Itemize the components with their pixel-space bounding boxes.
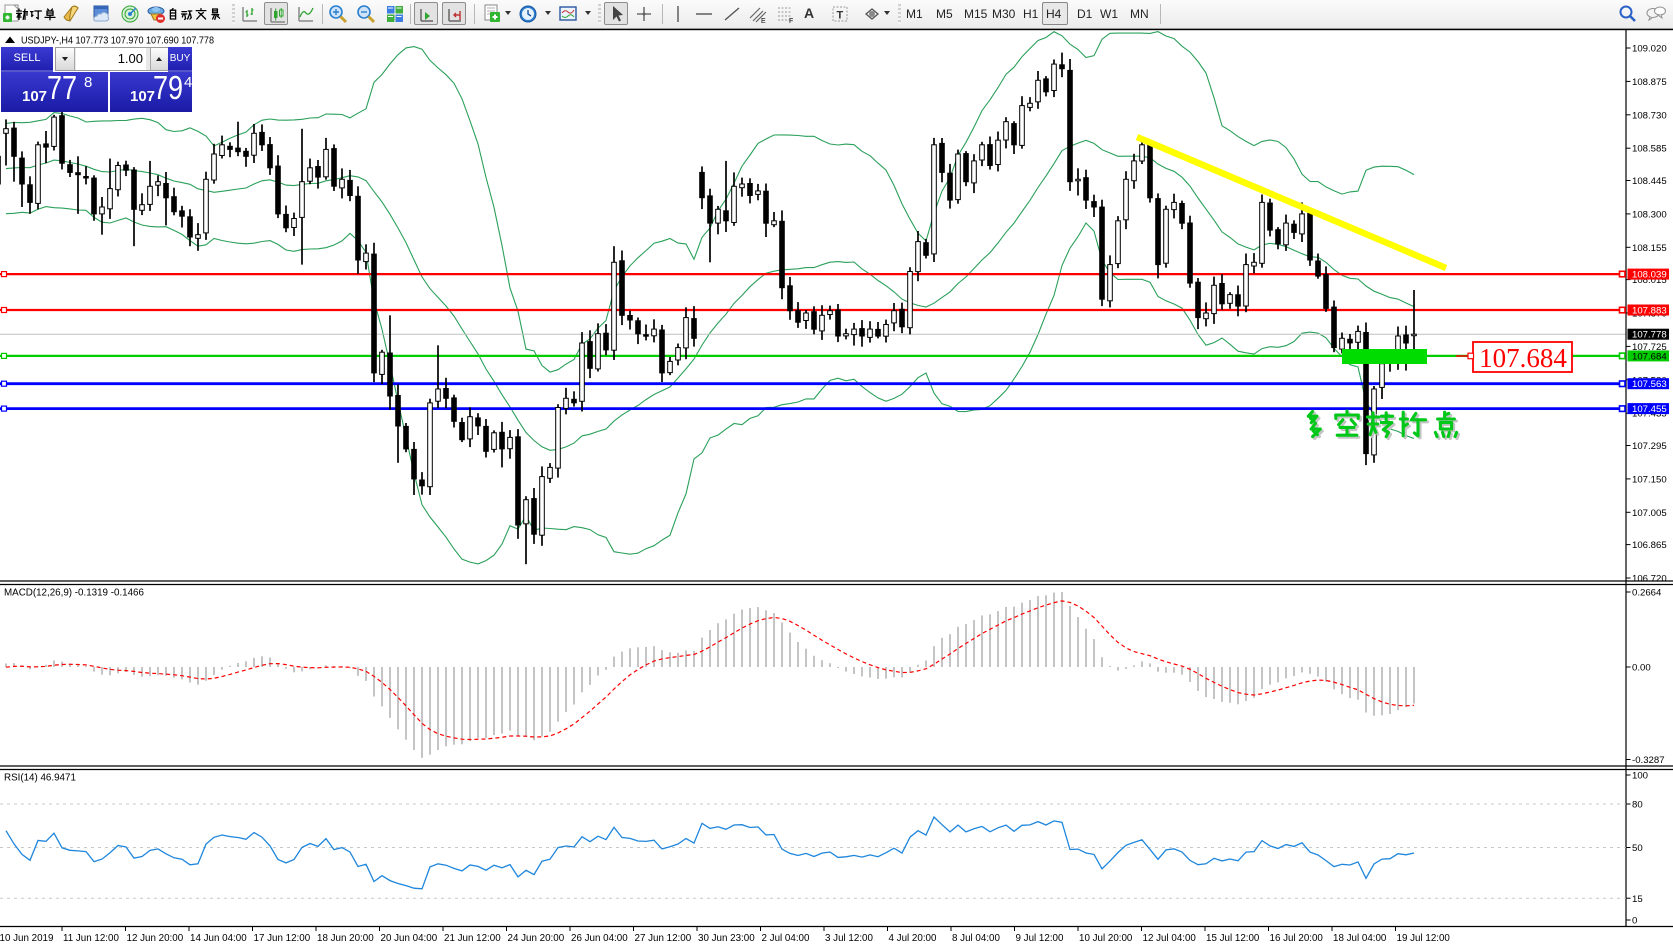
svg-text:24 Jun 20:00: 24 Jun 20:00	[508, 933, 565, 944]
svg-text:80: 80	[1632, 800, 1643, 811]
svg-text:18 Jun 20:00: 18 Jun 20:00	[317, 933, 374, 944]
svg-text:108.875: 108.875	[1632, 77, 1667, 88]
svg-text:108.039: 108.039	[1632, 270, 1667, 281]
svg-text:0.00: 0.00	[1632, 663, 1651, 674]
svg-text:18 Jul 04:00: 18 Jul 04:00	[1333, 933, 1387, 944]
svg-text:E: E	[761, 18, 766, 24]
svg-text:19 Jul 12:00: 19 Jul 12:00	[1397, 933, 1451, 944]
svg-text:USDJPY-,H4 107.773 107.970 10: USDJPY-,H4 107.773 107.970 107.690 107.7…	[21, 35, 214, 47]
svg-text:F: F	[789, 18, 793, 24]
svg-text:108.585: 108.585	[1632, 144, 1667, 155]
svg-text:3 Jul 12:00: 3 Jul 12:00	[825, 933, 873, 944]
svg-text:107.563: 107.563	[1632, 379, 1667, 390]
svg-text:15 Jul 12:00: 15 Jul 12:00	[1206, 933, 1260, 944]
svg-text:108.015: 108.015	[1632, 275, 1667, 286]
svg-text:MACD(12,26,9) -0.1319 -0.1466: MACD(12,26,9) -0.1319 -0.1466	[4, 588, 145, 599]
svg-text:10 Jun 2019: 10 Jun 2019	[0, 933, 53, 944]
svg-text:107.295: 107.295	[1632, 441, 1667, 452]
svg-text:107.455: 107.455	[1632, 404, 1667, 415]
svg-text:107.435: 107.435	[1632, 409, 1667, 420]
svg-text:107.150: 107.150	[1632, 474, 1667, 485]
svg-text:0.2664: 0.2664	[1632, 588, 1662, 599]
svg-text:107.684: 107.684	[1632, 351, 1667, 362]
svg-text:10 Jul 20:00: 10 Jul 20:00	[1079, 933, 1133, 944]
svg-text:108.730: 108.730	[1632, 110, 1667, 121]
svg-text:21 Jun 12:00: 21 Jun 12:00	[444, 933, 501, 944]
svg-text:26 Jun 04:00: 26 Jun 04:00	[571, 933, 628, 944]
svg-text:27 Jun 12:00: 27 Jun 12:00	[635, 933, 692, 944]
svg-text:108.445: 108.445	[1632, 176, 1667, 187]
svg-text:11 Jun 12:00: 11 Jun 12:00	[63, 933, 119, 944]
svg-text:30 Jun 23:00: 30 Jun 23:00	[698, 933, 755, 944]
svg-text:0: 0	[1632, 916, 1637, 927]
svg-text:4 Jul 20:00: 4 Jul 20:00	[889, 933, 937, 944]
svg-text:RSI(14) 46.9471: RSI(14) 46.9471	[4, 773, 76, 784]
svg-text:106.720: 106.720	[1632, 574, 1667, 585]
svg-text:107.778: 107.778	[1632, 330, 1667, 341]
svg-text:108.300: 108.300	[1632, 209, 1667, 220]
svg-text:50: 50	[1632, 843, 1643, 854]
svg-text:100: 100	[1632, 771, 1648, 782]
svg-text:14 Jun 04:00: 14 Jun 04:00	[190, 933, 247, 944]
svg-text:107.725: 107.725	[1632, 342, 1667, 353]
svg-text:108.155: 108.155	[1632, 243, 1667, 254]
svg-text:109.020: 109.020	[1632, 44, 1667, 55]
svg-text:9 Jul 12:00: 9 Jul 12:00	[1016, 933, 1064, 944]
svg-text:T: T	[837, 10, 844, 22]
svg-text:107.684: 107.684	[1479, 343, 1567, 373]
svg-text:17 Jun 12:00: 17 Jun 12:00	[254, 933, 311, 944]
svg-text:2 Jul 04:00: 2 Jul 04:00	[762, 933, 810, 944]
svg-text:106.865: 106.865	[1632, 540, 1667, 551]
svg-text:20 Jun 04:00: 20 Jun 04:00	[381, 933, 438, 944]
svg-text:107.005: 107.005	[1632, 508, 1667, 519]
svg-text:15: 15	[1632, 894, 1643, 905]
svg-text:12 Jul 04:00: 12 Jul 04:00	[1143, 933, 1197, 944]
svg-text:12 Jun 20:00: 12 Jun 20:00	[127, 933, 184, 944]
svg-text:8 Jul 04:00: 8 Jul 04:00	[952, 933, 1000, 944]
svg-text:-0.3287: -0.3287	[1632, 755, 1665, 766]
svg-text:16 Jul 20:00: 16 Jul 20:00	[1270, 933, 1324, 944]
svg-text:107.883: 107.883	[1632, 306, 1667, 317]
